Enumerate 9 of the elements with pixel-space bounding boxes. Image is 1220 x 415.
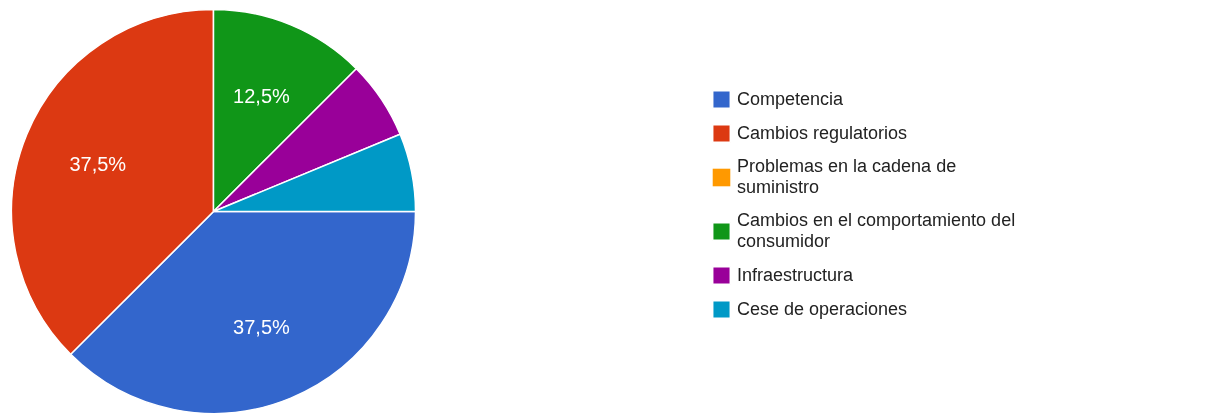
legend-label: Cambios regulatorios xyxy=(737,122,908,144)
legend-label: Cese de operaciones xyxy=(737,298,908,320)
data-label: 37,5% xyxy=(69,152,127,175)
legend-label: Competencia xyxy=(737,88,844,110)
legend-label: Cambios en el comportamiento del consumidor xyxy=(737,210,1016,252)
legend-label: Infraestructura xyxy=(737,264,854,286)
data-label: 12,5% xyxy=(233,84,290,107)
legend-label: Problemas en la cadena de suministro xyxy=(737,156,957,198)
data-label: 37,5% xyxy=(233,316,290,339)
